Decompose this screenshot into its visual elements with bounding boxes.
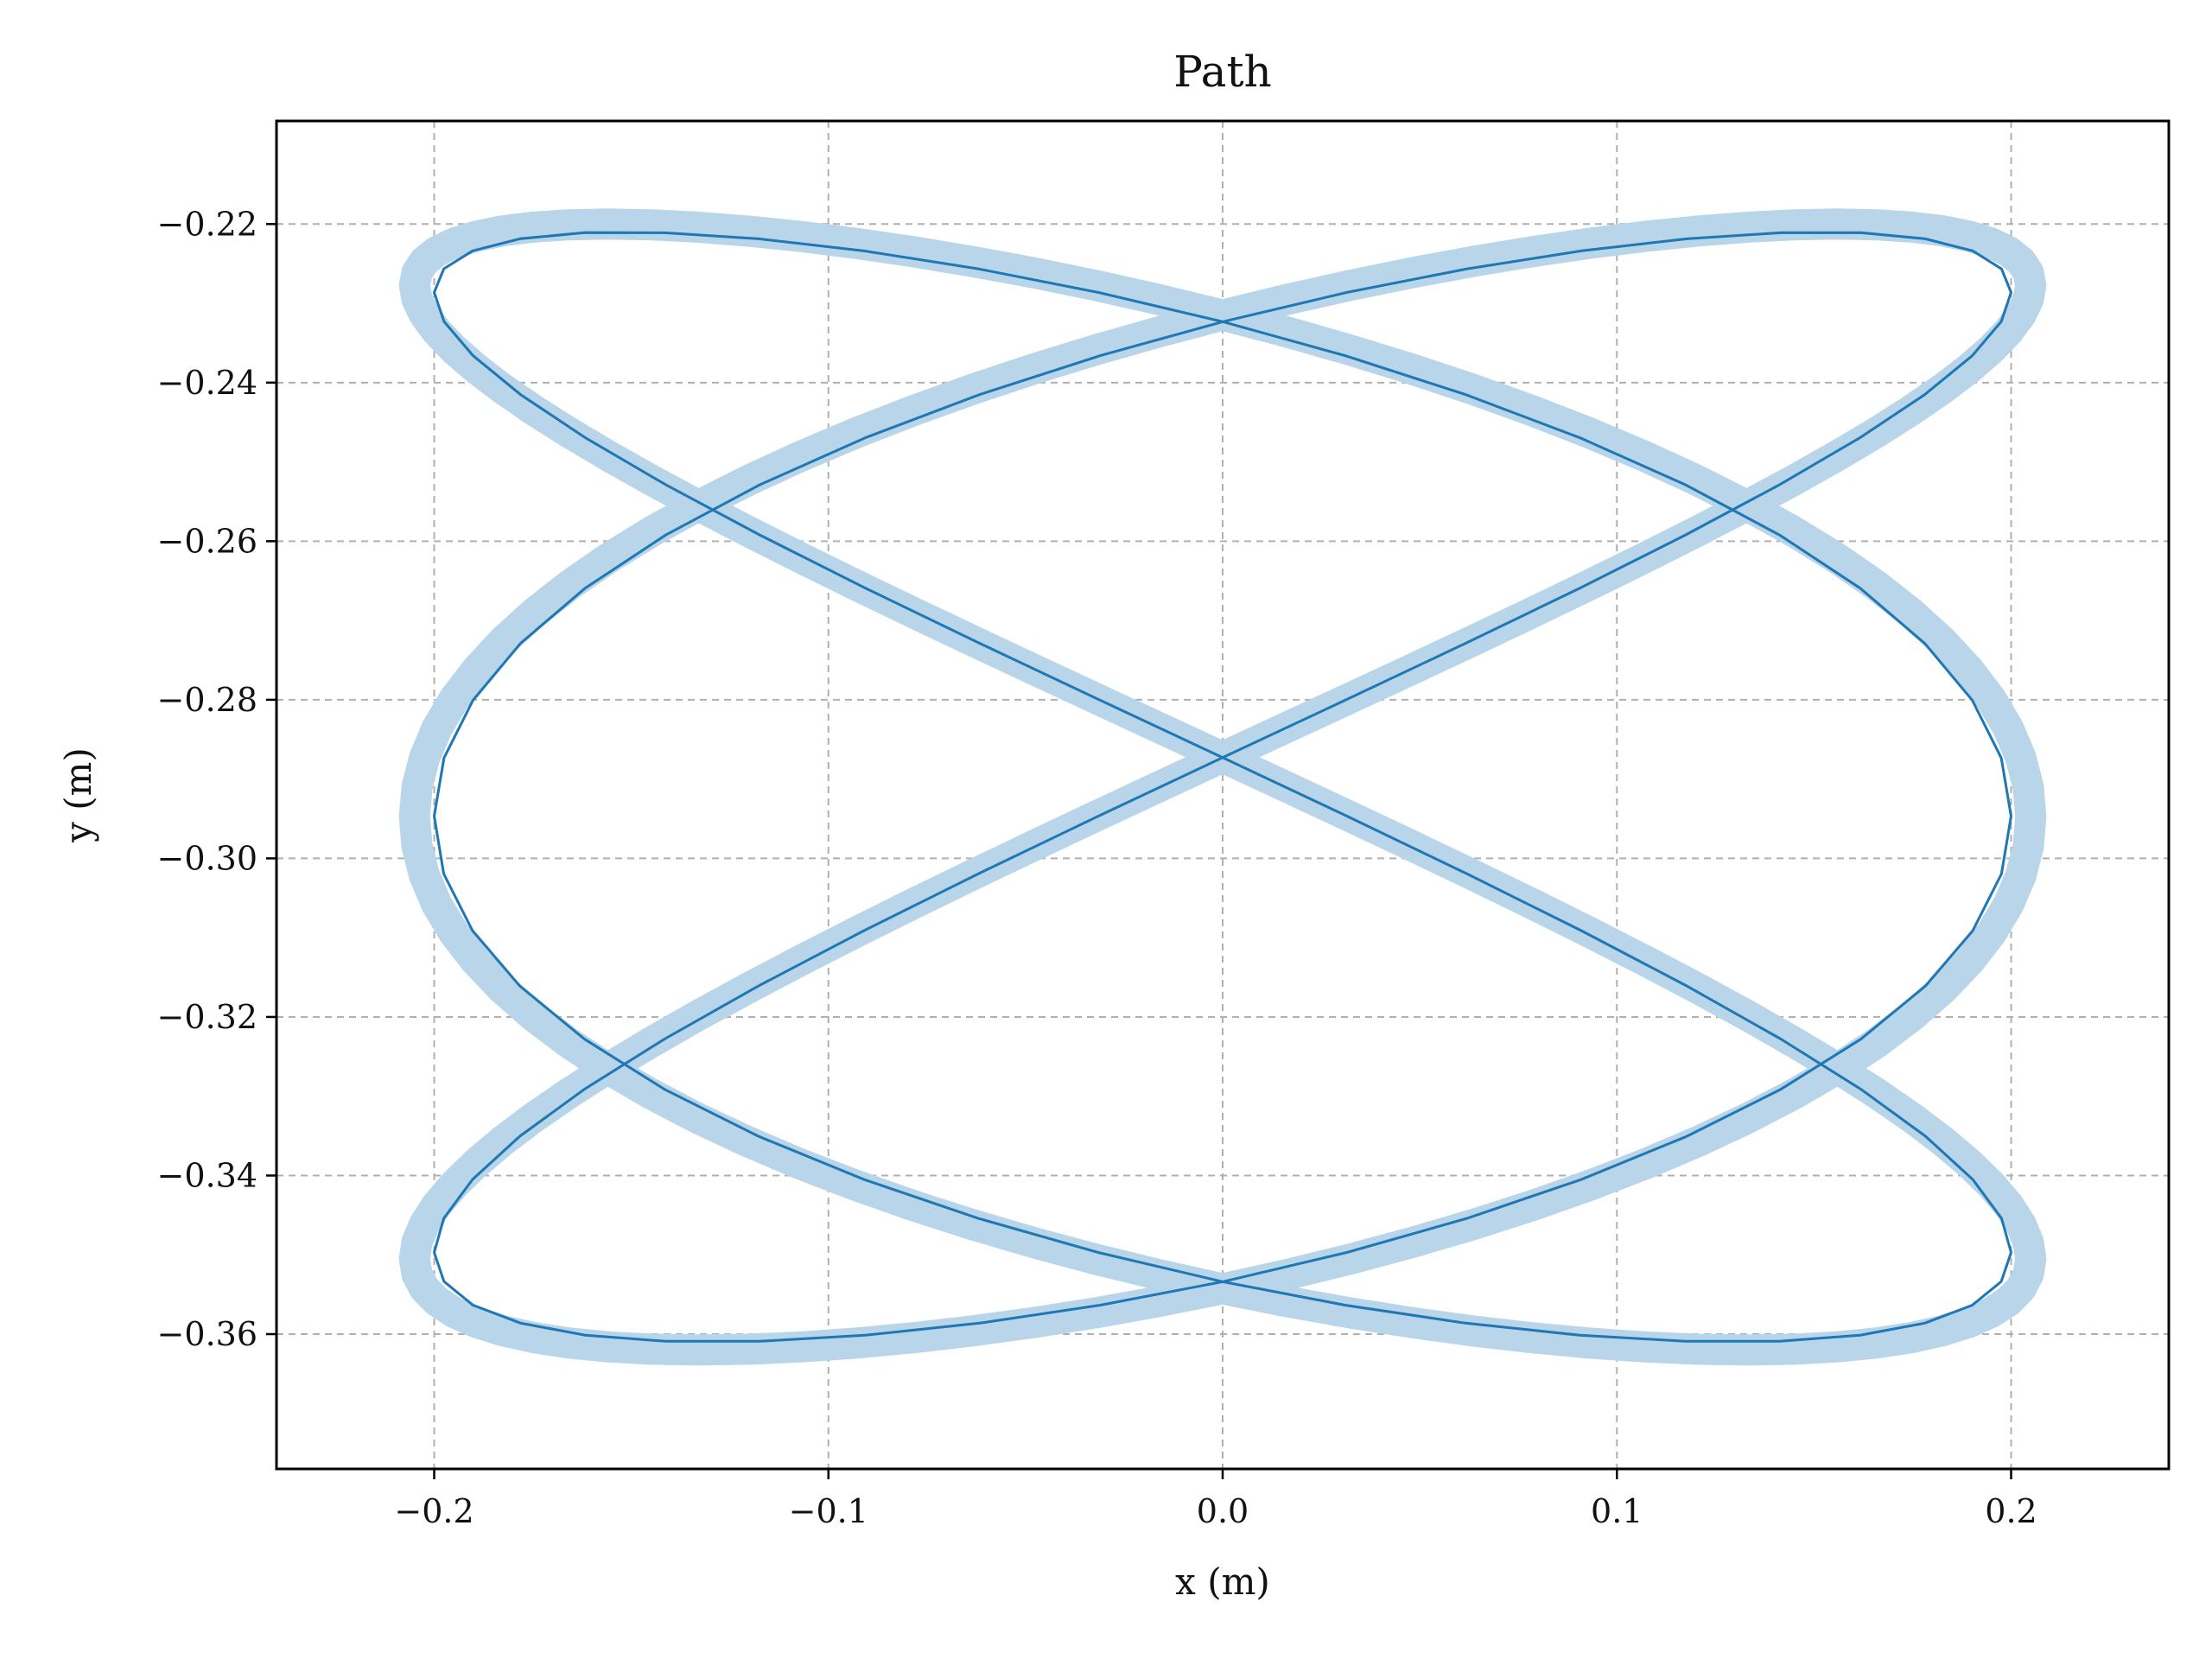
y-tick-label: −0.24: [157, 364, 257, 402]
y-axis-label: y (m): [57, 747, 99, 843]
y-tick-label: −0.26: [157, 522, 257, 560]
y-tick-label: −0.22: [157, 205, 257, 243]
x-tick-label: 0.2: [1985, 1492, 2037, 1530]
y-tick-label: −0.30: [157, 839, 257, 877]
x-axis-label: x (m): [1175, 1560, 1270, 1603]
path-band-series: [398, 208, 2047, 1366]
x-tick-label: −0.2: [394, 1492, 474, 1530]
x-tick-label: 0.0: [1197, 1492, 1249, 1530]
x-tick-label: −0.1: [789, 1492, 868, 1530]
x-axis-ticks: −0.2 −0.1 0.0 0.1 0.2: [394, 1469, 2037, 1530]
y-tick-label: −0.32: [157, 998, 257, 1036]
plot-area: [398, 208, 2047, 1366]
y-axis-ticks: −0.36 −0.34 −0.32 −0.30 −0.28 −0.26 −0.24 −0.22: [157, 205, 276, 1353]
path-line-series: [433, 231, 2012, 1343]
x-tick-label: 0.1: [1591, 1492, 1643, 1530]
chart-title: Path: [1173, 47, 1272, 97]
grid-lines: [276, 121, 2169, 1469]
y-tick-label: −0.36: [157, 1315, 257, 1353]
y-tick-label: −0.34: [157, 1156, 257, 1194]
y-tick-label: −0.28: [157, 681, 257, 719]
